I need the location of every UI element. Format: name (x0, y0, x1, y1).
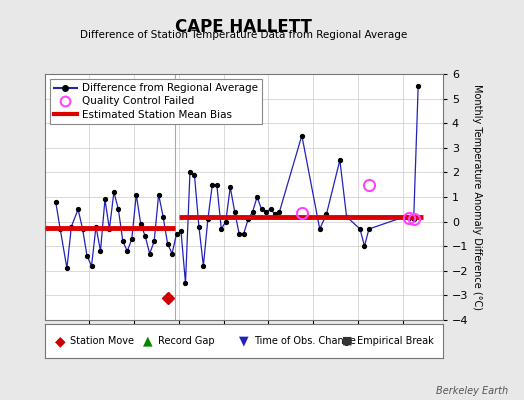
Text: ■: ■ (342, 336, 353, 346)
Text: Berkeley Earth: Berkeley Earth (436, 386, 508, 396)
Legend: Difference from Regional Average, Quality Control Failed, Estimated Station Mean: Difference from Regional Average, Qualit… (50, 79, 262, 124)
Y-axis label: Monthly Temperature Anomaly Difference (°C): Monthly Temperature Anomaly Difference (… (472, 84, 482, 310)
Text: Empirical Break: Empirical Break (357, 336, 434, 346)
Text: Station Move: Station Move (70, 336, 135, 346)
Text: Difference of Station Temperature Data from Regional Average: Difference of Station Temperature Data f… (80, 30, 407, 40)
Text: Time of Obs. Change: Time of Obs. Change (254, 336, 355, 346)
Text: ▲: ▲ (143, 334, 153, 348)
Text: CAPE HALLETT: CAPE HALLETT (175, 18, 312, 36)
Text: ◆: ◆ (55, 334, 66, 348)
Text: ▼: ▼ (239, 334, 248, 348)
Text: Record Gap: Record Gap (158, 336, 215, 346)
